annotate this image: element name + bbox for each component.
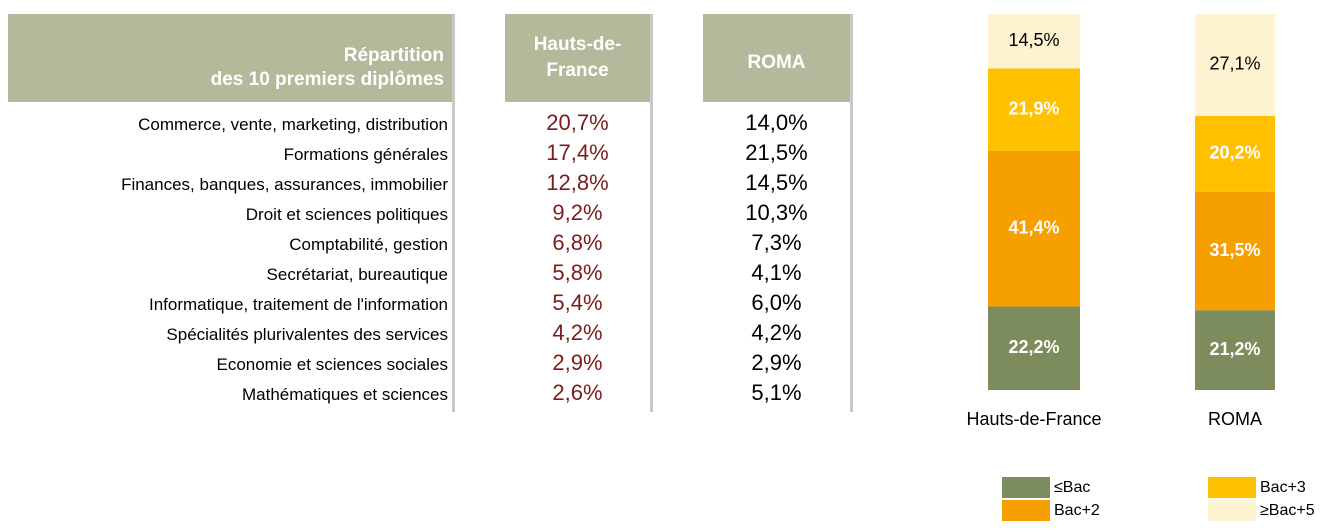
- row-label: Finances, banques, assurances, immobilie…: [121, 175, 448, 194]
- data-label: 14,5%: [1008, 30, 1059, 50]
- bar-segment: [988, 306, 1080, 390]
- data-label: 27,1%: [1209, 54, 1260, 74]
- value-cell: 4,2%: [751, 320, 802, 345]
- bar-segment: [1195, 191, 1275, 311]
- data-label: 21,2%: [1209, 339, 1260, 359]
- value-cell: 2,9%: [751, 350, 802, 375]
- data-label: 21,9%: [1008, 98, 1059, 118]
- value-cell: 14,5%: [745, 170, 808, 195]
- bar-segment: [1195, 310, 1275, 390]
- column-border: [452, 14, 455, 412]
- legend-label: ≥Bac+5: [1260, 502, 1315, 519]
- value-cell: 4,2%: [552, 320, 603, 345]
- row-label: Mathématiques et sciences: [242, 385, 448, 404]
- data-label: 41,4%: [1008, 217, 1059, 237]
- legend-label: ≤Bac: [1054, 479, 1090, 496]
- legend-label: Bac+3: [1260, 479, 1306, 496]
- value-cell: 12,8%: [546, 170, 609, 195]
- value-cell: 14,0%: [745, 110, 808, 135]
- legend-swatch: [1208, 477, 1256, 498]
- header-cell: Hauts-de- France: [505, 14, 650, 102]
- row-label: Secrétariat, bureautique: [266, 265, 448, 284]
- header-cell: Répartition des 10 premiers diplômes: [8, 14, 452, 102]
- value-cell: 9,2%: [552, 200, 603, 225]
- row-label: Comptabilité, gestion: [289, 235, 448, 254]
- row-label: Spécialités plurivalentes des services: [166, 325, 448, 344]
- value-cell: 6,0%: [751, 290, 802, 315]
- row-label: Informatique, traitement de l'informatio…: [148, 295, 448, 314]
- value-cell: 2,6%: [552, 380, 603, 405]
- row-label: Droit et sciences politiques: [245, 205, 448, 224]
- data-label: 20,2%: [1209, 143, 1260, 163]
- value-cell: 17,4%: [546, 140, 609, 165]
- header-cell: ROMA: [703, 14, 850, 102]
- bar-segment: [1195, 14, 1275, 116]
- data-label: 22,2%: [1008, 337, 1059, 357]
- bar-segment: [988, 150, 1080, 307]
- legend-label: Bac+2: [1054, 502, 1100, 519]
- value-cell: 5,4%: [552, 290, 603, 315]
- legend-swatch: [1002, 500, 1050, 521]
- column-border: [650, 14, 653, 412]
- bar-segment: [1195, 115, 1275, 192]
- row-label: Economie et sciences sociales: [216, 355, 448, 374]
- x-tick-label: Hauts-de-France: [966, 409, 1101, 429]
- value-cell: 5,8%: [552, 260, 603, 285]
- data-label: 31,5%: [1209, 240, 1260, 260]
- x-tick-label: ROMA: [1208, 409, 1262, 429]
- column-border: [850, 14, 853, 412]
- value-cell: 20,7%: [546, 110, 609, 135]
- legend-swatch: [1208, 500, 1256, 521]
- bar-segment: [988, 68, 1080, 151]
- bar-segment: [988, 14, 1080, 69]
- value-cell: 5,1%: [751, 380, 802, 405]
- legend-swatch: [1002, 477, 1050, 498]
- value-cell: 4,1%: [751, 260, 802, 285]
- value-cell: 7,3%: [751, 230, 802, 255]
- value-cell: 2,9%: [552, 350, 603, 375]
- value-cell: 10,3%: [745, 200, 808, 225]
- value-cell: 6,8%: [552, 230, 603, 255]
- value-cell: 21,5%: [745, 140, 808, 165]
- table: Répartition des 10 premiers diplômes Haut…: [8, 14, 853, 412]
- row-label: Commerce, vente, marketing, distribution: [138, 115, 448, 134]
- row-label: Formations générales: [283, 145, 448, 164]
